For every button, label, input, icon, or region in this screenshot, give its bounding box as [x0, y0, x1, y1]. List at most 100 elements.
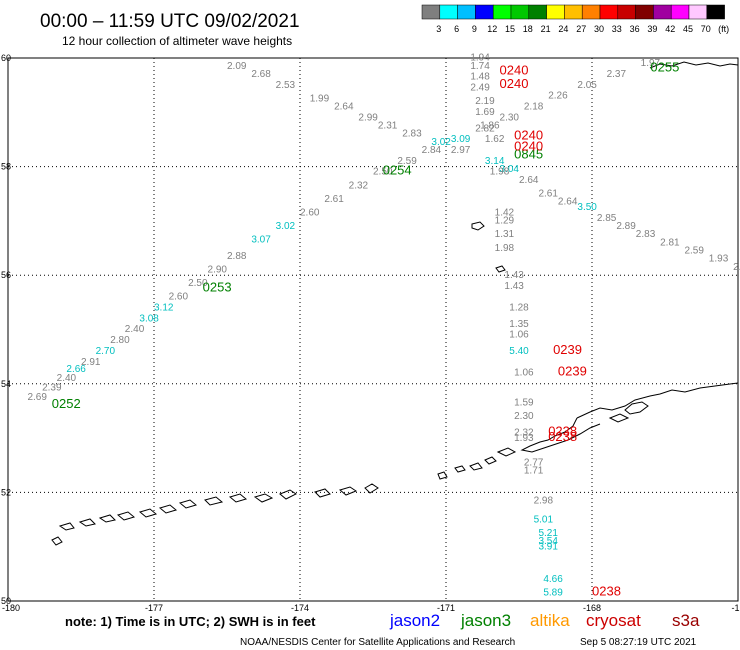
time-label: 0255: [650, 60, 679, 75]
swh-value: 2.30: [514, 411, 534, 422]
lat-label: 58: [1, 162, 11, 172]
swh-value: 2.31: [378, 121, 398, 132]
lat-label: 52: [1, 487, 11, 497]
scale-label: 33: [612, 24, 622, 34]
swh-value: 2.83: [636, 229, 656, 240]
scale-label: 15: [505, 24, 515, 34]
lon-label: -171: [437, 603, 455, 613]
time-label: 0253: [203, 279, 232, 294]
lon-label: -174: [291, 603, 309, 613]
swh-value: 5.89: [543, 588, 563, 599]
swh-value: 1.48: [470, 72, 490, 83]
time-label: 0239: [553, 342, 582, 357]
time-label: 0254: [383, 163, 412, 178]
swh-value: 1.93: [514, 433, 534, 444]
scale-label: 18: [523, 24, 533, 34]
altimeter-tracks: 2.692.392.402.662.912.702.802.403.083.12…: [27, 53, 740, 599]
time-label: 0239: [558, 364, 587, 379]
swh-value: 2.61: [538, 188, 558, 199]
swh-value: 1.28: [509, 302, 529, 313]
swh-value: 2.50: [373, 167, 393, 178]
swh-value: 1.06: [509, 330, 529, 341]
scale-label: 70: [701, 24, 711, 34]
swh-value: 3.02: [276, 221, 296, 232]
scale-swatch: [457, 4, 476, 20]
swh-value: 1.97: [641, 58, 661, 69]
scale-swatch: [528, 4, 547, 20]
axis-labels: -180 -177 -174 -171 -168 -16 60 58 56 54 52 50: [1, 53, 740, 613]
swh-value: 3.12: [154, 302, 174, 313]
lon-label: -180: [2, 603, 20, 613]
swh-value: 2.99: [358, 112, 378, 123]
swh-value: 2.81: [660, 237, 680, 248]
swh-value: 2.60: [169, 292, 189, 303]
scale-label: 9: [472, 24, 477, 34]
footer: note: 1) Time is in UTC; 2) SWH is in fe…: [65, 611, 700, 648]
time-label: 0845: [514, 146, 543, 161]
satellite-track: 2.09 2.68 2.53 1.99 2.64 2.992.31 2.83 3.02 2.97…: [227, 61, 740, 273]
time-label: 0252: [52, 396, 81, 411]
legend-cryosat: cryosat: [586, 611, 641, 630]
scale-swatch: [706, 4, 725, 20]
swh-value: 2.30: [500, 112, 520, 123]
swh-value: 1.29: [495, 216, 515, 227]
swh-value: 2.68: [251, 69, 271, 80]
swh-value: 3.08: [139, 313, 159, 324]
nunivak-coast: [649, 61, 739, 69]
swh-value: 2.64: [519, 175, 539, 186]
scale-label: 21: [541, 24, 551, 34]
coastline: [51, 61, 739, 546]
swh-value: 2.09: [227, 61, 247, 72]
swh-value: 2.37: [607, 69, 627, 80]
scale-label: 27: [576, 24, 586, 34]
scale-swatch: [475, 4, 494, 20]
plot-area: -180 -177 -174 -171 -168 -16 60 58 56 54 52 50 2.69…: [1, 53, 740, 613]
swh-value: 2.05: [577, 80, 597, 91]
scale-label: 3: [436, 24, 441, 34]
swh-value: 1.43: [504, 270, 524, 281]
scale-swatch: [617, 4, 636, 20]
swh-value: 2.64: [334, 102, 354, 113]
swh-value: 2.85: [597, 213, 617, 224]
swh-value: 2.61: [324, 194, 344, 205]
swh-value: 1.98: [490, 167, 510, 178]
swh-value: 2.18: [524, 102, 544, 113]
swh-value: 2.90: [208, 264, 228, 275]
legend-jason3: jason3: [460, 611, 511, 630]
swh-value: 2.97: [451, 145, 471, 156]
swh-value: 1.74: [470, 61, 490, 72]
satellite-track: 2.692.392.402.662.912.702.802.403.083.12…: [27, 58, 679, 411]
swh-value: 2.49: [470, 83, 490, 94]
lon-label: -177: [145, 603, 163, 613]
plot-frame: [7, 57, 739, 602]
time-label: 0240: [514, 127, 543, 142]
swh-value: 2.39: [42, 382, 62, 393]
swh-value: 5.01: [534, 514, 554, 525]
swh-value: 2.53: [276, 80, 296, 91]
swh-value: 3.04: [500, 164, 520, 175]
swh-value: 1.35: [509, 319, 529, 330]
swh-value: 2.32: [349, 180, 369, 191]
swh-value: 2.89: [616, 221, 636, 232]
swh-value: 2.64: [558, 197, 578, 208]
swh-value: 3.50: [577, 202, 597, 213]
footer-timestamp: Sep 5 08:27:19 UTC 2021: [580, 637, 697, 648]
scale-swatch: [510, 4, 530, 20]
time-label: 0240: [500, 62, 529, 77]
scale-label: (ft): [718, 24, 729, 34]
swh-value: 2.59: [397, 156, 417, 167]
time-label: 0238: [548, 429, 577, 444]
legend-altika: altika: [530, 611, 570, 630]
fox-islands: [437, 447, 517, 480]
scale-swatch: [564, 4, 583, 20]
swh-value: 2.40: [125, 324, 145, 335]
swh-value: 4.66: [543, 574, 563, 585]
footer-note: note: 1) Time is in UTC; 2) SWH is in fe…: [65, 614, 316, 629]
satellite-track: 1.941.741.482.49 2.191.69 1.86 1.62 1.98 1.42…: [470, 53, 621, 599]
swh-value: 2.50: [188, 278, 208, 289]
swh-value: 1.99: [310, 93, 330, 104]
swh-value: 2.40: [57, 373, 77, 384]
pribilof-island-2: [495, 265, 506, 273]
swh-value: 5.40: [509, 346, 529, 357]
